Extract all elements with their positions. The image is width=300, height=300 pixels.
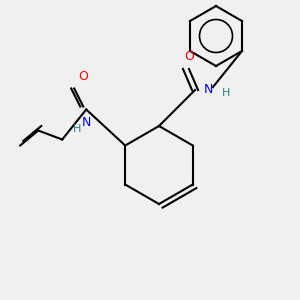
Text: H: H (73, 124, 81, 134)
Text: N: N (82, 116, 91, 128)
Text: N: N (204, 83, 213, 97)
Text: O: O (184, 50, 194, 63)
Text: O: O (78, 70, 88, 83)
Text: H: H (222, 88, 230, 98)
